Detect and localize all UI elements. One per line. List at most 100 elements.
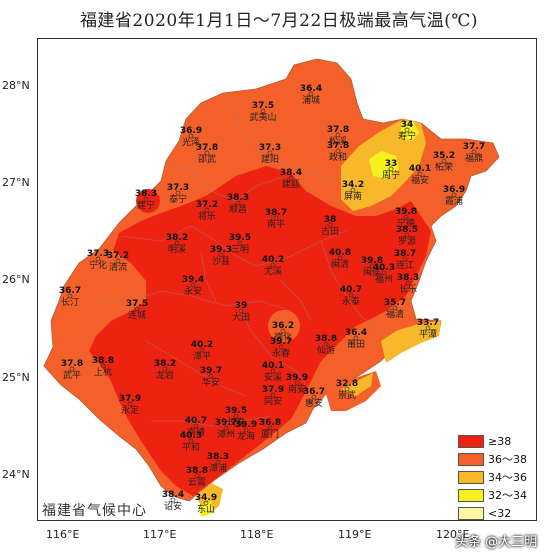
station-marker xyxy=(238,308,244,314)
station-value: 37.8 xyxy=(61,359,83,369)
station-value: 37.7 xyxy=(463,142,485,152)
station-name: 长乐 xyxy=(399,283,417,295)
station-2: 36.9光泽 xyxy=(180,126,202,148)
lon-label-118: 118°E xyxy=(240,528,274,541)
station-marker xyxy=(188,133,194,139)
station-marker xyxy=(208,373,214,379)
warm-pocket-jianning xyxy=(136,189,160,213)
station-value: 39.3 xyxy=(210,245,232,255)
station-value: 39.8 xyxy=(395,207,417,217)
cool-zone-coast-chongwu xyxy=(341,373,373,396)
station-name: 长泰 xyxy=(227,416,245,428)
station-marker xyxy=(308,91,314,97)
lat-label-25: 25°N xyxy=(2,371,30,384)
station-name: 惠安 xyxy=(305,397,323,409)
station-name: 闽侯 xyxy=(363,266,381,278)
station-marker xyxy=(402,256,408,262)
station-name: 连江 xyxy=(396,259,414,271)
station-value: 36.7 xyxy=(303,387,325,397)
station-name: 平潭 xyxy=(419,329,437,340)
station-name: 永春 xyxy=(272,347,290,359)
station-marker xyxy=(235,200,241,206)
station-33: 38.3长乐 xyxy=(397,273,419,295)
station-name: 南平 xyxy=(267,218,285,230)
station-name: 光泽 xyxy=(182,136,200,148)
warm-pocket-dehua xyxy=(268,310,300,342)
map-title: 福建省2020年1月1日～7月22日极端最高气温(℃) xyxy=(79,11,479,31)
station-name: 泰宁 xyxy=(169,193,187,205)
station-61: 40.3平和 xyxy=(180,431,202,453)
station-marker xyxy=(127,401,133,407)
legend-row-lt32: <32 xyxy=(458,505,538,521)
station-name: 将乐 xyxy=(198,210,216,222)
station-marker xyxy=(190,282,196,288)
station-value: 37.8 xyxy=(327,141,349,151)
station-value: 38.3 xyxy=(397,273,419,283)
station-marker xyxy=(471,149,477,155)
station-42: 38.8仙游 xyxy=(315,334,337,356)
station-value: 35.7 xyxy=(384,298,406,308)
station-value: 37.8 xyxy=(327,125,349,135)
station-marker xyxy=(204,150,210,156)
station-51: 39.9南安 xyxy=(286,373,308,395)
station-marker xyxy=(100,363,106,369)
station-value: 40.3 xyxy=(373,263,395,273)
station-marker xyxy=(203,500,209,506)
station-marker xyxy=(278,344,284,350)
station-name: 屏南 xyxy=(344,190,362,202)
station-62: 38.3漳浦 xyxy=(207,452,229,474)
station-name: 松溪 xyxy=(329,135,347,147)
station-65: 34.9东山 xyxy=(195,493,217,515)
station-52: 36.7惠安 xyxy=(303,387,325,409)
county-boundaries xyxy=(96,100,382,427)
station-marker xyxy=(270,392,276,398)
station-name: 福鼎 xyxy=(465,152,483,164)
station-8: 37.7福鼎 xyxy=(463,142,485,164)
station-value: 39.9 xyxy=(286,373,308,383)
station-marker xyxy=(69,366,75,372)
station-marker xyxy=(95,256,101,262)
legend-label-32-34: 32～34 xyxy=(488,489,527,502)
station-28: 40.2尤溪 xyxy=(262,255,284,277)
station-0: 36.4浦城 xyxy=(300,84,322,106)
station-22: 38.5罗源 xyxy=(396,225,418,247)
station-name: 仙游 xyxy=(317,344,335,356)
station-value: 38.7 xyxy=(265,208,287,218)
station-value: 36.4 xyxy=(345,328,367,338)
station-17: 37.2将乐 xyxy=(196,200,218,222)
station-name: 柘荣 xyxy=(435,161,453,173)
station-54: 37.9永定 xyxy=(119,394,141,416)
station-value: 34.2 xyxy=(342,180,364,190)
station-name: 霞浦 xyxy=(445,195,463,207)
station-10: 35.2柘荣 xyxy=(433,151,455,173)
legend-swatch-36-38 xyxy=(458,452,484,466)
station-24: 39.3沙县 xyxy=(210,245,232,267)
station-3: 37.8邵武 xyxy=(196,143,218,165)
station-marker xyxy=(204,207,210,213)
station-marker xyxy=(273,215,279,221)
station-marker xyxy=(270,368,276,374)
station-41: 36.2德化 xyxy=(272,321,294,343)
station-marker xyxy=(335,148,341,154)
station-marker xyxy=(404,232,410,238)
station-13: 34.2屏南 xyxy=(342,180,364,202)
station-name: 连城 xyxy=(128,309,146,321)
station-marker xyxy=(174,240,180,246)
station-29: 40.8闽清 xyxy=(329,248,351,270)
station-name: 永安 xyxy=(184,285,202,297)
legend-row-ge38: ≥38 xyxy=(458,433,538,449)
station-12: 38.4建瓯 xyxy=(280,168,302,190)
station-marker xyxy=(199,347,205,353)
station-value: 37.9 xyxy=(262,385,284,395)
station-marker xyxy=(175,190,181,196)
station-63: 38.8云霄 xyxy=(186,466,208,488)
station-4: 37.3建阳 xyxy=(259,143,281,165)
legend-row-32-34: 32～34 xyxy=(458,487,538,503)
legend-label-ge38: ≥38 xyxy=(488,434,512,448)
station-marker xyxy=(311,394,317,400)
station-34: 39.4永安 xyxy=(182,275,204,297)
station-marker xyxy=(134,306,140,312)
cool-zone-zhouning xyxy=(369,151,399,179)
